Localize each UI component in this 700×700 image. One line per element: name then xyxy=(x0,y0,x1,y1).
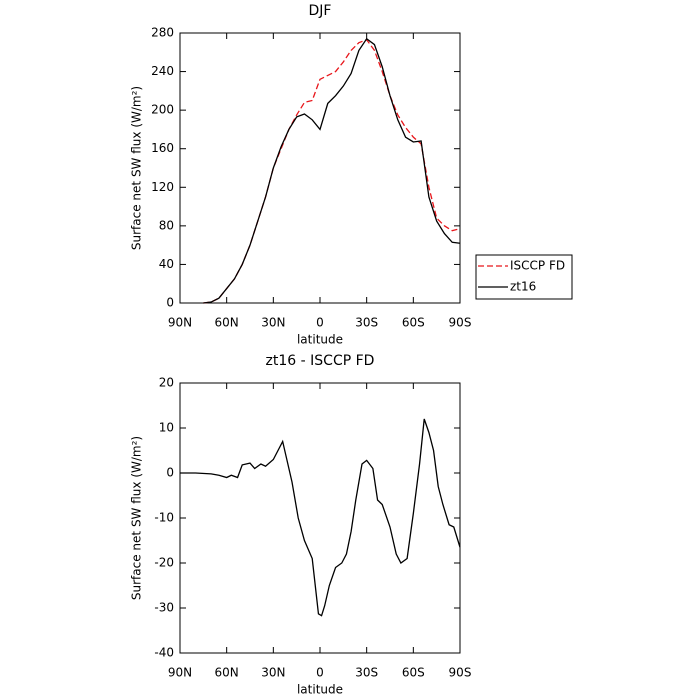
y-tick-label: -10 xyxy=(154,511,174,525)
x-tick-label: 90S xyxy=(449,666,472,680)
x-tick-label: 90N xyxy=(168,316,192,330)
legend-label: zt16 xyxy=(510,280,536,294)
plot-frame xyxy=(179,32,461,304)
y-tick-label: 10 xyxy=(159,421,174,435)
y-tick-label: 120 xyxy=(151,180,174,194)
plot-frame xyxy=(179,382,461,654)
x-tick-label: 60N xyxy=(215,316,239,330)
x-tick-label: 0 xyxy=(316,316,324,330)
x-tick-label: 30S xyxy=(355,316,378,330)
x-tick-label: 90N xyxy=(168,666,192,680)
y-tick-label: 280 xyxy=(151,26,174,40)
y-axis-label: Surface net SW flux (W/m²) xyxy=(130,436,144,600)
legend-box xyxy=(475,254,573,300)
y-tick-label: -40 xyxy=(154,646,174,660)
y-tick-label: 0 xyxy=(166,296,174,310)
x-axis-label: latitude xyxy=(297,683,343,697)
data-line xyxy=(203,37,461,304)
x-tick-label: 60S xyxy=(402,666,425,680)
x-tick-label: 0 xyxy=(316,666,324,680)
x-tick-label: 60S xyxy=(402,316,425,330)
y-tick-label: 240 xyxy=(151,64,174,78)
y-tick-label: -20 xyxy=(154,556,174,570)
x-tick-label: 60N xyxy=(215,666,239,680)
x-tick-label: 30N xyxy=(261,316,285,330)
x-tick-label: 90S xyxy=(449,316,472,330)
y-tick-label: 20 xyxy=(159,376,174,390)
y-tick-label: 160 xyxy=(151,141,174,155)
legend-label: ISCCP FD xyxy=(510,259,565,273)
y-tick-label: 200 xyxy=(151,103,174,117)
y-tick-label: 0 xyxy=(166,466,174,480)
y-tick-label: 80 xyxy=(159,218,174,232)
y-tick-label: 40 xyxy=(159,257,174,271)
data-line xyxy=(180,418,461,617)
chart-title: zt16 - ISCCP FD xyxy=(266,353,375,369)
x-tick-label: 30N xyxy=(261,666,285,680)
y-axis-label: Surface net SW flux (W/m²) xyxy=(130,86,144,250)
x-tick-label: 30S xyxy=(355,666,378,680)
chart-title: DJF xyxy=(309,3,332,19)
x-axis-label: latitude xyxy=(297,333,343,347)
y-tick-label: -30 xyxy=(154,601,174,615)
data-line xyxy=(203,38,461,304)
